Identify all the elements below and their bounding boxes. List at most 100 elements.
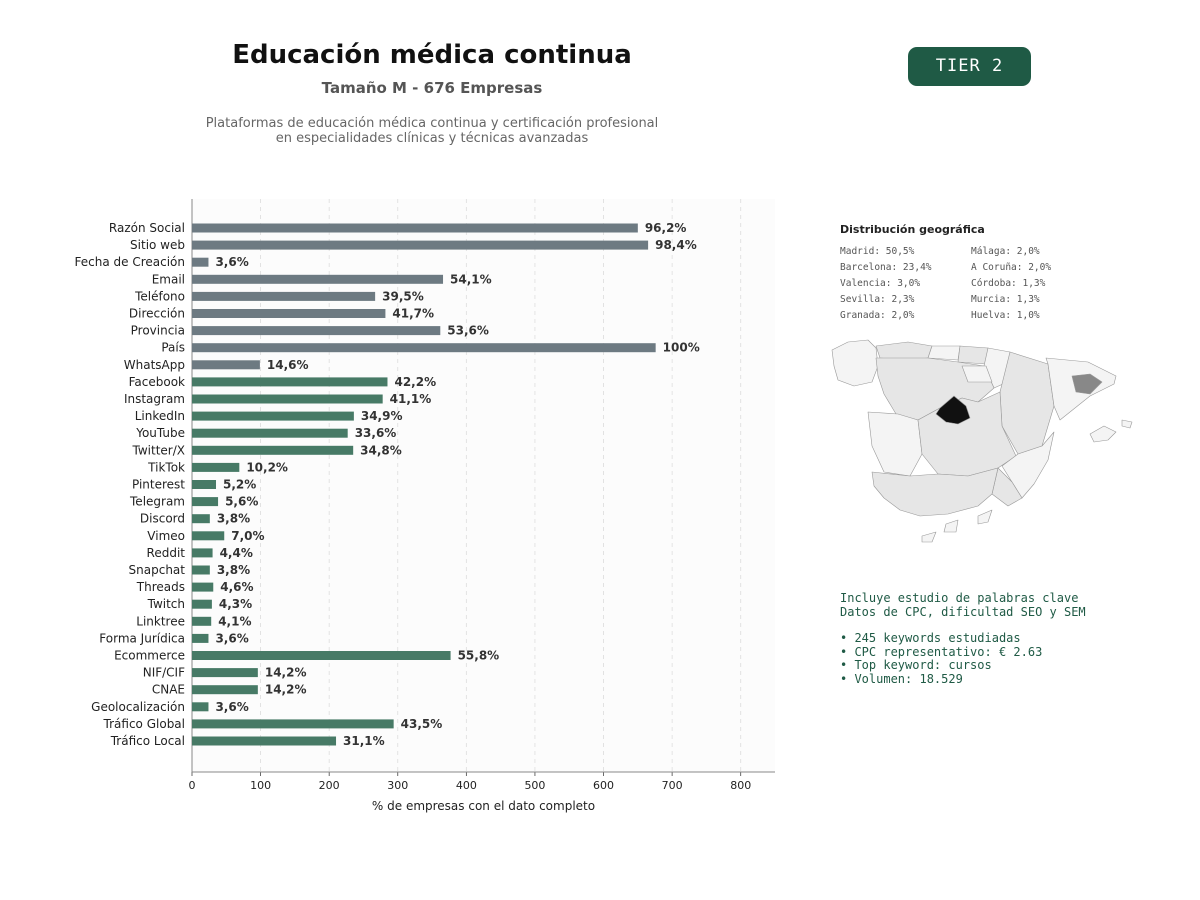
description-line: Plataformas de educación médica continua…: [205, 116, 659, 131]
data-label: 39,5%: [382, 289, 424, 303]
bar: [192, 309, 386, 318]
tier-badge: TIER 2: [908, 47, 1031, 86]
bar: [192, 633, 209, 643]
x-tick-label: 800: [730, 779, 751, 792]
keyword-intro-line: Incluye estudio de palabras clave: [840, 591, 1079, 605]
bar: [192, 240, 649, 250]
category-label: Sitio web: [130, 238, 185, 252]
bar: [192, 343, 656, 353]
category-label: Ecommerce: [114, 649, 185, 663]
category-label: WhatsApp: [124, 358, 185, 372]
category-label: Teléfono: [134, 289, 185, 303]
category-label: Vimeo: [147, 529, 185, 543]
geo-item: A Coruña: 2,0%: [971, 262, 1052, 273]
data-label: 14,2%: [265, 666, 307, 680]
page-title: Educación médica continua: [232, 40, 632, 70]
data-label: 54,1%: [450, 272, 492, 286]
category-label: Geolocalización: [91, 700, 185, 714]
bar: [192, 326, 441, 336]
category-label: Telegram: [129, 495, 185, 509]
data-label: 3,8%: [217, 512, 250, 526]
bar: [192, 719, 394, 729]
galicia-region: [831, 339, 879, 387]
category-label: Dirección: [129, 307, 185, 321]
category-label: Provincia: [131, 324, 185, 338]
asturias-region: [875, 341, 933, 361]
data-label: 53,6%: [447, 324, 489, 338]
bar: [192, 411, 354, 421]
x-tick-label: 0: [189, 779, 196, 792]
category-label: Twitch: [147, 597, 185, 611]
x-tick-label: 600: [593, 779, 614, 792]
x-tick-label: 400: [456, 779, 477, 792]
bar: [192, 497, 219, 507]
category-label: País: [161, 341, 185, 355]
geo-item: Valencia: 3,0%: [840, 278, 921, 289]
category-label: Forma Jurídica: [99, 631, 185, 645]
keyword-study: Incluye estudio de palabras clave Datos …: [840, 591, 1086, 686]
category-label: Facebook: [129, 375, 185, 389]
geo-item: Huelva: 1,0%: [971, 310, 1040, 321]
bar: [192, 377, 388, 387]
data-label: 55,8%: [458, 649, 500, 663]
data-label: 3,8%: [217, 563, 250, 577]
bar: [192, 651, 451, 660]
x-tick-label: 200: [319, 779, 340, 792]
bar: [192, 514, 210, 524]
bar: [192, 531, 225, 541]
bar: [192, 257, 209, 267]
data-label: 4,6%: [220, 580, 253, 594]
data-label: 7,0%: [231, 529, 264, 543]
keyword-bullet: • Top keyword: cursos: [840, 658, 992, 672]
data-label: 33,6%: [355, 426, 397, 440]
bar: [192, 291, 376, 301]
bar: [192, 445, 354, 455]
cantabria-region: [927, 345, 961, 361]
category-label: Reddit: [147, 546, 186, 560]
geo-distribution-list: Madrid: 50,5% Málaga: 2,0% Barcelona: 23…: [840, 246, 1090, 326]
extremadura-region: [867, 411, 923, 477]
category-label: Linktree: [136, 614, 185, 628]
category-label: TikTok: [147, 460, 185, 474]
page-description: Plataformas de educación médica continua…: [132, 116, 732, 146]
basque-region: [957, 345, 989, 365]
geo-item: Córdoba: 1,3%: [971, 278, 1046, 289]
category-label: Discord: [140, 512, 185, 526]
x-tick-label: 700: [662, 779, 683, 792]
bar: [192, 565, 210, 575]
category-label: Email: [152, 272, 185, 286]
data-label: 34,8%: [360, 443, 402, 457]
category-label: Tráfico Local: [110, 734, 185, 748]
data-label: 41,1%: [390, 392, 432, 406]
spain-map: [831, 339, 1133, 543]
balearic-region: [1089, 419, 1133, 443]
bar-chart: 0 100 200 300 400 500 600 700 800 Razón Social 96,…: [75, 199, 775, 813]
bar: [192, 582, 214, 592]
category-label: LinkedIn: [135, 409, 185, 423]
category-label: Tráfico Global: [103, 717, 185, 731]
keyword-bullet: • 245 keywords estudiadas: [840, 631, 1021, 645]
bar: [192, 548, 213, 558]
geo-item: Sevilla: 2,3%: [840, 294, 915, 305]
data-label: 4,4%: [220, 546, 253, 560]
category-label: Threads: [136, 580, 185, 594]
x-tick-label: 500: [524, 779, 545, 792]
bar: [192, 685, 258, 695]
keyword-intro-line: Datos de CPC, dificultad SEO y SEM: [840, 604, 1086, 619]
x-tick-label: 300: [387, 779, 408, 792]
description-line: en especialidades clínicas y técnicas av…: [275, 131, 589, 146]
geo-item: Granada: 2,0%: [840, 310, 915, 321]
data-label: 3,6%: [215, 255, 248, 269]
andalusia-region: [871, 467, 999, 517]
bar: [192, 223, 638, 233]
data-label: 31,1%: [343, 734, 385, 748]
bar: [192, 480, 217, 489]
geo-item: Madrid: 50,5%: [840, 246, 915, 257]
data-label: 5,2%: [223, 478, 256, 492]
bar: [192, 274, 444, 284]
page-subtitle: Tamaño M - 676 Empresas: [321, 79, 543, 97]
data-label: 3,6%: [215, 700, 248, 714]
keyword-bullet: • Volumen: 18.529: [840, 671, 963, 686]
data-label: 3,6%: [215, 631, 248, 645]
data-label: 96,2%: [645, 221, 687, 235]
